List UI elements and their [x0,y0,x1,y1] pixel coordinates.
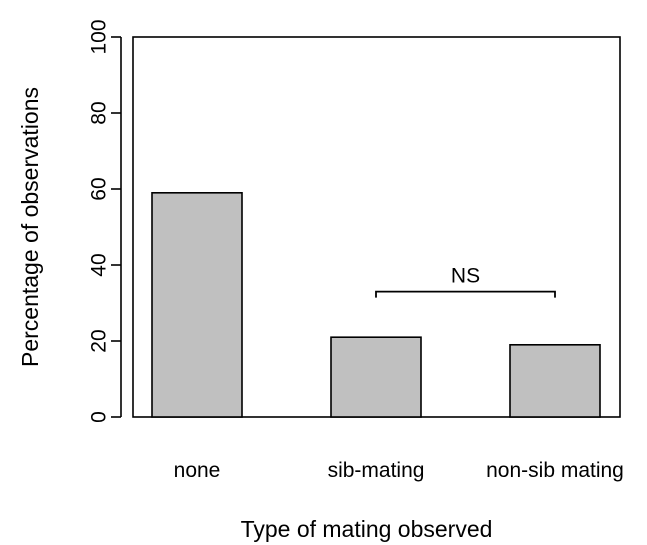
bar-non-sib-mating [509,343,601,418]
significance-label: NS [451,265,480,288]
x-tick-label-none: none [174,459,221,482]
y-tick-label-100: 100 [88,19,111,54]
y-tick-label-60: 60 [88,177,111,200]
y-axis-label: Percentage of observations [17,87,43,367]
x-tick-label-sib-mating: sib-mating [328,459,425,482]
x-tick-label-non-sib-mating: non-sib mating [486,459,624,482]
x-axis-label: Type of mating observed [241,516,493,542]
bar-sib-mating [330,336,422,418]
bar-none [151,192,243,418]
annotations: NS [375,265,556,298]
y-tick-label-80: 80 [88,101,111,124]
y-axis: 0 20 40 60 80 100 [88,19,122,423]
y-tick-label-0: 0 [88,411,111,423]
y-tick-label-20: 20 [88,329,111,352]
bars [151,192,601,418]
y-tick-label-40: 40 [88,253,111,276]
x-tick-labels: none sib-mating non-sib mating [174,459,624,482]
significance-bracket [375,290,556,298]
